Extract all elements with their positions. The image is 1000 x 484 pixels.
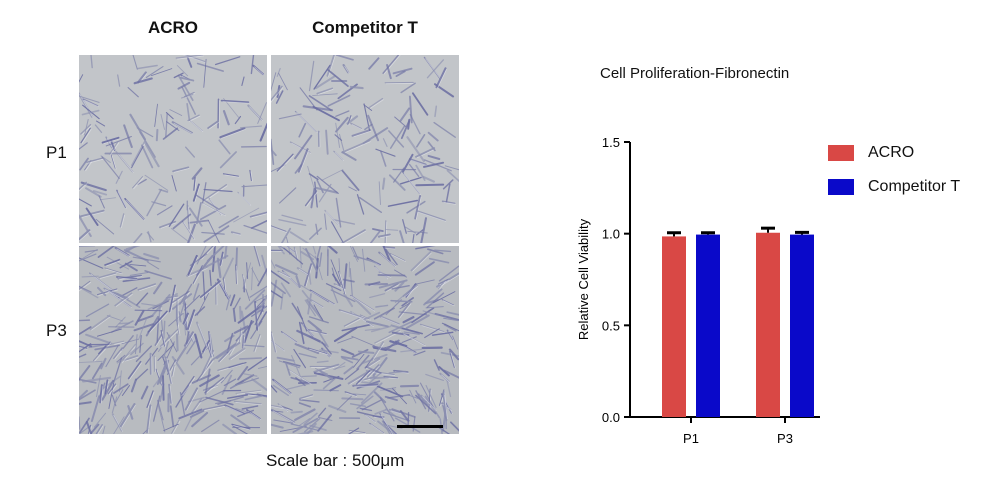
micrograph-texture [79, 246, 267, 434]
y-tick-label: 0.0 [602, 410, 620, 425]
bar [756, 232, 780, 417]
micrograph-p1-acro [79, 55, 267, 243]
micrograph-texture [271, 246, 459, 434]
micrograph-p3-acro [79, 246, 267, 434]
y-tick-label: 1.0 [602, 227, 620, 242]
x-tick-label: P1 [683, 431, 699, 446]
bar-chart: 0.0 0.5 1.0 1.5 Relative Cell Viability P1 P3 [576, 135, 820, 446]
micrograph-p3-competitor [271, 246, 459, 434]
y-axis-label: Relative Cell Viability [576, 218, 591, 340]
y-tick-label: 0.5 [602, 318, 620, 333]
y-tick-label: 1.5 [602, 135, 620, 150]
x-tick-label: P3 [777, 431, 793, 446]
micrograph-p1-competitor [271, 55, 459, 243]
row-label-p1: P1 [46, 143, 67, 162]
legend-swatch-acro [828, 145, 854, 161]
row-label-p3: P3 [46, 321, 67, 340]
scale-bar-caption: Scale bar : 500μm [266, 451, 405, 470]
legend-item-acro: ACRO [828, 144, 914, 162]
column-header-acro: ACRO [147, 18, 199, 37]
legend-label-competitor: Competitor T [868, 178, 961, 195]
chart-title: Cell Proliferation-Fibronectin [600, 65, 790, 82]
bar [696, 234, 720, 417]
scale-bar [397, 425, 443, 428]
legend-label-acro: ACRO [868, 144, 915, 161]
legend-swatch-competitor [828, 179, 854, 195]
micrograph-texture [271, 55, 459, 243]
bar [790, 234, 814, 417]
bar [662, 236, 686, 417]
column-header-competitor: Competitor T [312, 18, 418, 37]
micrograph-texture [79, 55, 267, 243]
legend-item-competitor: Competitor T [828, 178, 960, 196]
